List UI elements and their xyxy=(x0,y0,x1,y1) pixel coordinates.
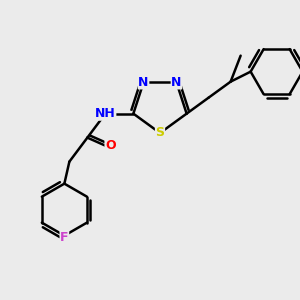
Text: O: O xyxy=(105,139,116,152)
Text: N: N xyxy=(138,76,149,89)
Text: N: N xyxy=(171,76,182,89)
Text: F: F xyxy=(60,231,69,244)
Text: NH: NH xyxy=(95,107,116,120)
Text: S: S xyxy=(155,127,164,140)
